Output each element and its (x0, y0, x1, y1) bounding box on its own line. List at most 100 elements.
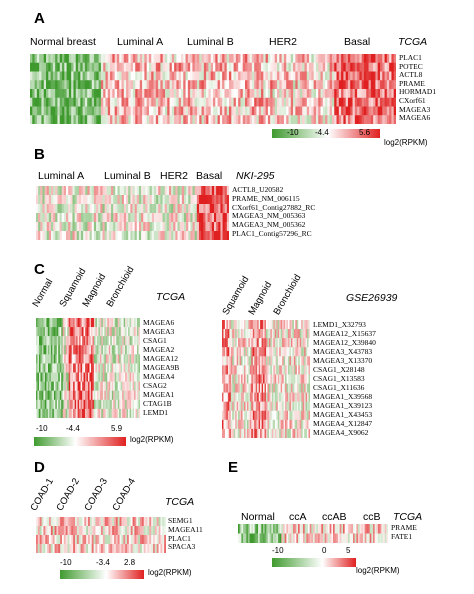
panel-e-group-ccab: ccAB (322, 511, 347, 523)
panel-a-label: A (34, 10, 45, 27)
panel-c-right-dataset: GSE26939 (346, 292, 398, 304)
panel-a-legend-unit: log2(RPKM) (384, 138, 428, 147)
panel-a-gene-3: PRAME (399, 78, 425, 88)
panel-c-right-gene-10: MAGEA1_X43453 (313, 410, 373, 419)
panel-a-group-luminal-b: Luminal B (187, 36, 234, 48)
panel-e-group-cca: ccA (289, 511, 307, 523)
panel-a-gene-5: CXorf61 (399, 96, 426, 105)
panel-e-heatmap (238, 524, 388, 543)
panel-e-colorbar (272, 558, 356, 567)
panel-e-gene-0: PRAME (391, 523, 417, 532)
panel-d-colorbar (60, 570, 144, 579)
panel-e-legend-min: -10 (272, 546, 284, 555)
panel-e-legend-max: 5 (346, 546, 351, 555)
panel-b-group-luminal-b: Luminal B (104, 170, 151, 182)
panel-c-left-dataset: TCGA (156, 291, 186, 303)
panel-a-group-luminal-a: Luminal A (117, 36, 164, 48)
panel-e-legend-mid: 0 (322, 546, 327, 555)
panel-b-gene-3: MAGEA3_NM_005363 (232, 211, 306, 221)
panel-c-right-gene-7: CSAG1_X11636 (313, 383, 365, 392)
panel-c-left-gene-6: MAGEA4 (143, 372, 175, 381)
panel-d-label: D (34, 459, 45, 476)
panel-a-gene-1: POTEC (399, 61, 423, 71)
panel-a-legend-mid: -4.4 (315, 128, 329, 137)
panel-e-dataset: TCGA (393, 511, 423, 523)
panel-d-gene-0: SEMG1 (168, 516, 193, 525)
panel-c-label: C (34, 261, 45, 278)
panel-d-legend-max: 2.8 (124, 558, 136, 567)
panel-a-gene-6: MAGEA3 (399, 104, 431, 114)
panel-b-gene-0: ACTL8_U20582 (232, 185, 284, 194)
panel-c-right-gene-5: CSAG1_X28148 (313, 365, 365, 374)
panel-d-group-coad1: COAD-1 (28, 476, 56, 513)
panel-c-left-gene-1: MAGEA3 (143, 327, 175, 336)
panel-c-left-gene-9: CTAG1B (143, 399, 172, 408)
panel-b-dataset: NKI-295 (236, 170, 275, 182)
panel-c-left-gene-4: MAGEA12 (143, 354, 178, 363)
panel-d-group-coad3: COAD-3 (82, 476, 110, 513)
panel-c-legend-mid: -4.4 (66, 424, 80, 433)
panel-d-group-coad2: COAD-2 (54, 476, 82, 513)
panel-c-right-gene-9: MAGEA1_X39123 (313, 401, 373, 410)
panel-c-right-gene-3: MAGEA3_X43783 (313, 347, 373, 356)
panel-b-group-luminal-a: Luminal A (38, 170, 85, 182)
panel-e-label: E (228, 459, 239, 476)
panel-a-gene-7: MAGEA6 (399, 113, 431, 123)
panel-b-group-basal: Basal (196, 170, 223, 182)
panel-c-left-gene-10: LEMD1 (143, 408, 168, 417)
panel-c-right-gene-6: CSAG1_X13583 (313, 374, 365, 383)
panel-c-right-group-bronchioid: Bronchioid (271, 272, 304, 317)
panel-c-right-gene-11: MAGEA4_X12847 (313, 419, 373, 428)
panel-c-right-gene-8: MAGEA1_X39568 (313, 392, 373, 401)
panel-c-right-gene-2: MAGEA12_X39840 (313, 338, 376, 347)
panel-d-gene-1: MAGEA11 (168, 524, 203, 534)
panel-a-legend-min: -10 (287, 128, 299, 137)
panel-d-legend-min: -10 (60, 558, 72, 567)
panel-a-gene-2: ACTL8 (399, 70, 423, 80)
panel-e-gene-1: FATE1 (391, 531, 413, 541)
panel-c-left-gene-8: MAGEA1 (143, 390, 175, 399)
panel-a-gene-0: PLAC1 (399, 53, 422, 62)
panel-c-left-gene-0: MAGEA6 (143, 318, 175, 327)
panel-c-legend-unit: log2(RPKM) (130, 435, 174, 444)
panel-a-group-basal: Basal (344, 36, 371, 48)
panel-d-group-coad4: COAD-4 (110, 476, 138, 513)
panel-d-gene-3: SPACA3 (168, 542, 196, 552)
panel-e-legend-unit: log2(RPKM) (356, 566, 400, 575)
panel-d-gene-2: PLAC1 (168, 533, 191, 543)
panel-b-gene-4: MAGEA3_NM_005362 (232, 220, 306, 230)
panel-c-legend-max: 5.9 (111, 424, 123, 433)
panel-a-dataset: TCGA (398, 36, 428, 48)
panel-c-left-gene-7: CSAG2 (143, 381, 167, 390)
panel-c-left-heatmap (36, 318, 140, 418)
panel-b-gene-1: PRAME_NM_006115 (232, 193, 300, 203)
panel-d-dataset: TCGA (165, 496, 195, 508)
panel-a-colorbar (272, 129, 380, 138)
panel-c-right-gene-12: MAGEA4_X9062 (313, 428, 369, 437)
panel-d-legend-mid: -3.4 (96, 558, 110, 567)
panel-c-right-heatmap (222, 320, 310, 438)
panel-b-label: B (34, 146, 45, 163)
panel-c-left-gene-3: MAGEA2 (143, 345, 175, 354)
panel-c-colorbar (34, 437, 126, 446)
panel-a-gene-4: HORMAD1 (399, 87, 437, 97)
panel-a-group-her2: HER2 (269, 36, 298, 48)
panel-c-left-group-bronchioid: Bronchioid (104, 264, 137, 309)
panel-d-heatmap (36, 517, 166, 553)
panel-a-legend-max: 5.6 (359, 128, 371, 137)
panel-c-legend-min: -10 (36, 424, 48, 433)
panel-d-legend-unit: log2(RPKM) (148, 568, 192, 577)
panel-b-gene-5: PLAC1_Contig57296_RC (232, 229, 312, 238)
panel-a-heatmap (30, 54, 396, 124)
panel-c-left-gene-2: CSAG1 (143, 336, 167, 345)
panel-a-group-normal-breast: Normal breast (30, 36, 96, 48)
panel-e-group-normal: Normal (241, 511, 275, 523)
panel-c-right-gene-0: LEMD1_X32793 (313, 320, 366, 329)
panel-b-heatmap (36, 186, 229, 240)
panel-c-right-gene-4: MAGEA3_X13370 (313, 356, 373, 365)
panel-c-right-gene-1: MAGEA12_X15637 (313, 329, 376, 338)
panel-e-group-ccb: ccB (363, 511, 381, 523)
panel-b-gene-2: CXorf61_Contig27882_RC (232, 202, 316, 212)
panel-b-group-her2: HER2 (160, 170, 189, 182)
panel-c-right-group-magnoid: Magnoid (246, 279, 275, 317)
